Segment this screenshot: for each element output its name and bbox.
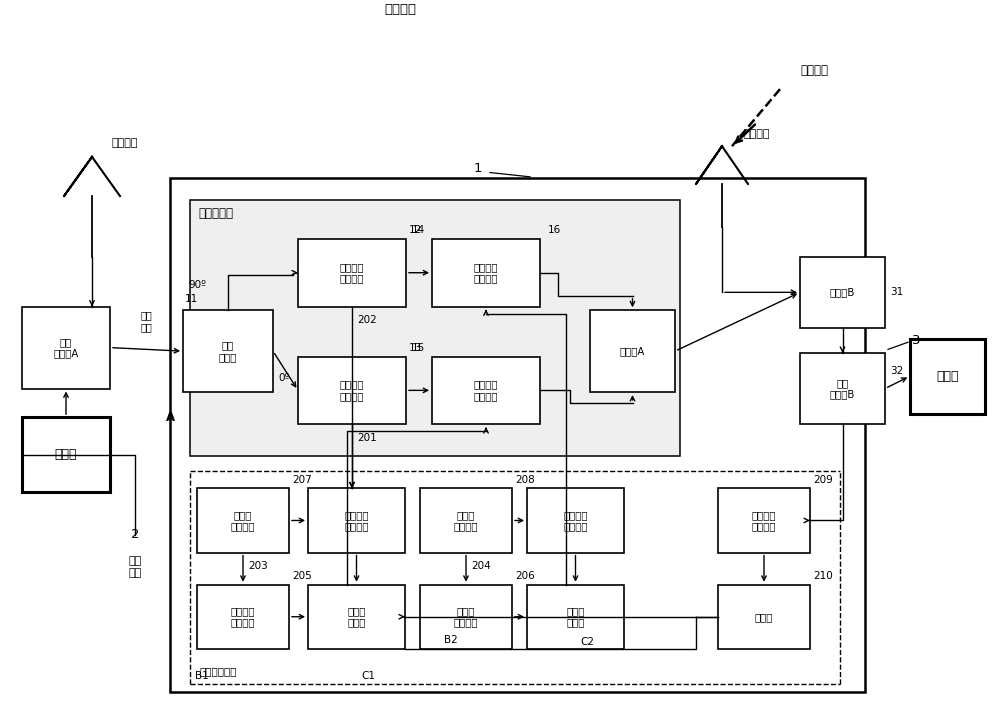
FancyBboxPatch shape <box>718 585 810 649</box>
FancyBboxPatch shape <box>910 339 985 414</box>
Text: 208: 208 <box>515 475 535 485</box>
FancyBboxPatch shape <box>590 310 675 392</box>
Text: 同相路
延时电路: 同相路 延时电路 <box>231 510 255 531</box>
Text: 正交路电
调衰减器: 正交路电 调衰减器 <box>474 262 498 284</box>
Text: 参考
信号: 参考 信号 <box>141 310 152 332</box>
Text: 正交
功分器: 正交 功分器 <box>219 340 237 362</box>
FancyBboxPatch shape <box>527 488 624 553</box>
Text: 1: 1 <box>474 163 482 175</box>
Text: 14: 14 <box>412 225 425 235</box>
Text: 206: 206 <box>515 571 535 581</box>
FancyBboxPatch shape <box>718 488 810 553</box>
Text: 矢量调制器: 矢量调制器 <box>198 207 233 220</box>
FancyBboxPatch shape <box>420 585 512 649</box>
FancyBboxPatch shape <box>183 310 273 392</box>
Text: 207: 207 <box>292 475 312 485</box>
Text: 定向
耦合器A: 定向 耦合器A <box>53 337 79 359</box>
FancyBboxPatch shape <box>197 488 289 553</box>
Text: 接收机: 接收机 <box>936 369 959 383</box>
FancyBboxPatch shape <box>420 488 512 553</box>
FancyBboxPatch shape <box>298 239 406 307</box>
FancyBboxPatch shape <box>197 585 289 649</box>
Text: 32: 32 <box>890 366 903 376</box>
FancyBboxPatch shape <box>22 307 110 389</box>
Text: 204: 204 <box>471 561 491 571</box>
Text: 发射机: 发射机 <box>55 448 77 461</box>
Text: 205: 205 <box>292 571 312 581</box>
Text: 正交路
延时电路: 正交路 延时电路 <box>454 606 478 627</box>
Text: 辐射干扰: 辐射干扰 <box>384 4 416 16</box>
Text: 同相路射
频放大器: 同相路射 频放大器 <box>752 510 776 531</box>
Text: 同相路
乘法器: 同相路 乘法器 <box>347 606 366 627</box>
Text: 对消
装置: 对消 装置 <box>128 556 142 578</box>
Text: 202: 202 <box>357 315 377 325</box>
Text: 接收天线: 接收天线 <box>744 129 770 139</box>
Text: 209: 209 <box>813 475 833 485</box>
Text: C2: C2 <box>580 637 594 647</box>
Text: 正交路
延时电路: 正交路 延时电路 <box>454 510 478 531</box>
Text: C1: C1 <box>362 671 376 681</box>
Text: 15: 15 <box>412 343 425 353</box>
FancyBboxPatch shape <box>308 585 405 649</box>
Text: 90º: 90º <box>188 280 206 290</box>
Text: 同相路射
频放大器: 同相路射 频放大器 <box>231 606 255 627</box>
Text: A: A <box>166 411 175 424</box>
Text: 功分器: 功分器 <box>755 612 773 622</box>
Text: 定向
耦合器B: 定向 耦合器B <box>830 378 855 399</box>
Text: 正交路低
通滤波器: 正交路低 通滤波器 <box>563 510 588 531</box>
Text: 同相路定
向耦合器: 同相路定 向耦合器 <box>340 379 364 401</box>
Text: 31: 31 <box>890 287 903 297</box>
FancyBboxPatch shape <box>22 417 110 492</box>
Text: 2: 2 <box>131 528 139 541</box>
Text: 正交路
乘法器: 正交路 乘法器 <box>566 606 585 627</box>
FancyBboxPatch shape <box>527 585 624 649</box>
Text: 有用信号: 有用信号 <box>800 64 828 77</box>
Text: B2: B2 <box>444 635 458 645</box>
Text: 合成器B: 合成器B <box>830 287 855 297</box>
Text: 反馈控制电路: 反馈控制电路 <box>200 666 238 676</box>
FancyBboxPatch shape <box>170 178 865 692</box>
FancyBboxPatch shape <box>190 200 680 456</box>
Text: 3: 3 <box>912 334 920 347</box>
FancyBboxPatch shape <box>308 488 405 553</box>
Text: 13: 13 <box>409 343 422 353</box>
Text: B1: B1 <box>195 671 209 681</box>
Text: 正交路定
向耦合器: 正交路定 向耦合器 <box>340 262 364 284</box>
Text: 0º: 0º <box>278 373 289 384</box>
FancyBboxPatch shape <box>432 239 540 307</box>
Text: 11: 11 <box>185 294 198 304</box>
Text: 12: 12 <box>409 225 422 235</box>
Text: 16: 16 <box>548 225 561 235</box>
FancyBboxPatch shape <box>432 356 540 424</box>
FancyBboxPatch shape <box>298 356 406 424</box>
Text: 发射天线: 发射天线 <box>112 138 138 148</box>
Text: 201: 201 <box>357 433 377 443</box>
FancyBboxPatch shape <box>800 257 885 328</box>
FancyBboxPatch shape <box>800 353 885 424</box>
Text: 210: 210 <box>813 571 833 581</box>
Text: 203: 203 <box>248 561 268 571</box>
Text: 同相路电
调衰减器: 同相路电 调衰减器 <box>474 379 498 401</box>
Text: 合成器A: 合成器A <box>620 346 645 356</box>
Text: 同相路低
通滤波器: 同相路低 通滤波器 <box>344 510 369 531</box>
